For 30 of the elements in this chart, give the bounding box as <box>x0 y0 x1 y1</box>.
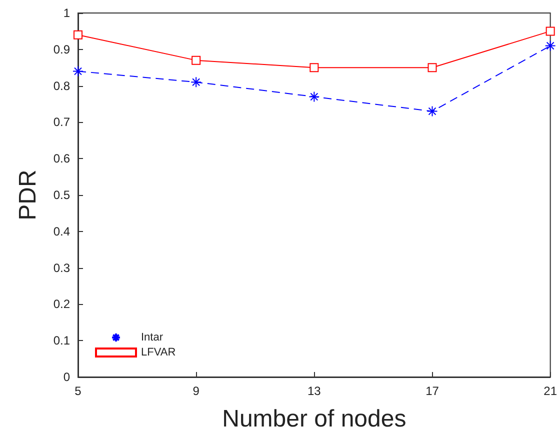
y-tick-label: 0 <box>63 370 70 384</box>
point <box>544 40 556 52</box>
legend-label: LFVAR <box>141 346 176 358</box>
x-tick-label: 9 <box>192 384 200 398</box>
x-tick-label: 13 <box>307 384 322 398</box>
y-tick-label: 0.9 <box>53 42 70 56</box>
x-axis-title: Number of nodes <box>222 406 406 432</box>
y-tick-label: 0.1 <box>53 334 70 348</box>
y-tick-label: 0.5 <box>53 188 70 202</box>
point <box>426 106 438 117</box>
y-tick-label: 0.7 <box>53 115 70 130</box>
point <box>310 63 319 72</box>
point <box>428 63 437 72</box>
legend-label: Intar <box>141 332 164 344</box>
x-tick-label: 5 <box>74 384 82 398</box>
y-axis-title: PDR <box>14 170 42 220</box>
x-tick-label: 17 <box>426 384 440 398</box>
y-tick-label: 0.8 <box>53 78 70 93</box>
point <box>308 91 320 102</box>
y-tick-label: 0.6 <box>53 152 70 166</box>
point <box>190 76 202 88</box>
point <box>72 66 84 77</box>
point <box>546 26 555 36</box>
point <box>74 30 82 40</box>
x-tick-label: 21 <box>544 384 558 398</box>
y-tick-label: 1 <box>63 6 70 20</box>
point <box>192 56 201 65</box>
y-tick-label: 0.3 <box>53 260 70 275</box>
y-tick-label: 0.2 <box>53 297 70 312</box>
y-tick-label: 0.4 <box>53 224 70 238</box>
